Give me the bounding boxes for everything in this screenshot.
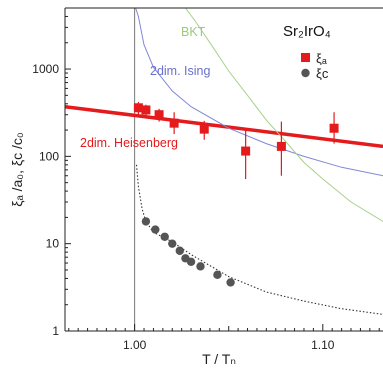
xi-a-point (276, 141, 286, 151)
bkt-label: BKT (181, 25, 206, 39)
xi-c-point (141, 217, 151, 226)
xi-a-point (141, 105, 151, 115)
y-tick-label: 1000 (32, 62, 59, 76)
xi-c-point (196, 262, 205, 271)
dotted-fit-curve (135, 164, 383, 315)
xi-a-point (133, 103, 143, 113)
y-tick-label: 100 (39, 149, 59, 163)
model-curves (65, 8, 383, 331)
2dim-ising-label: 2dim. Ising (150, 64, 210, 78)
data-points (133, 101, 339, 287)
xi-c-point (160, 232, 169, 241)
2dim-ising-curve (135, 8, 383, 177)
xi-c-point (168, 239, 177, 248)
x-tick-label: 1.10 (311, 338, 335, 352)
xi-c-point (151, 225, 160, 234)
x-axis-title: T / Tₙ (202, 351, 236, 367)
xi-a-point (169, 118, 179, 128)
y-tick-label: 1 (52, 324, 59, 338)
xi-c-point (226, 278, 235, 287)
legend-marker-square (301, 53, 310, 62)
xi-a-point (241, 146, 251, 156)
legend-label: ξₐ (316, 51, 327, 66)
2dim-heisenberg-curve (65, 104, 383, 149)
xi-a-point (154, 110, 164, 120)
bkt-curve (185, 8, 383, 222)
y-tick-label: 10 (46, 237, 60, 251)
chart-title: Sr₂IrO₄ (283, 23, 331, 40)
legend-label: ξᴄ (316, 66, 329, 81)
legend-marker-circle (301, 68, 310, 78)
chart-text: 1 10 100 1000 1.00 1.10 T / Tₙ ξₐ /a₀, ξᴄ /c₀ BK… (9, 23, 335, 367)
2dim-heisenberg-label: 2dim. Heisenberg (80, 136, 178, 150)
x-tick-label: 1.00 (123, 338, 147, 352)
axes (64, 7, 383, 332)
xi-a-point (329, 123, 339, 133)
xi-c-point (175, 246, 184, 255)
y-axis-title: ξₐ /a₀, ξᴄ /c₀ (9, 132, 25, 207)
xi-c-point (186, 257, 196, 267)
xi-a-point (199, 124, 209, 134)
xi-c-point (213, 270, 222, 280)
